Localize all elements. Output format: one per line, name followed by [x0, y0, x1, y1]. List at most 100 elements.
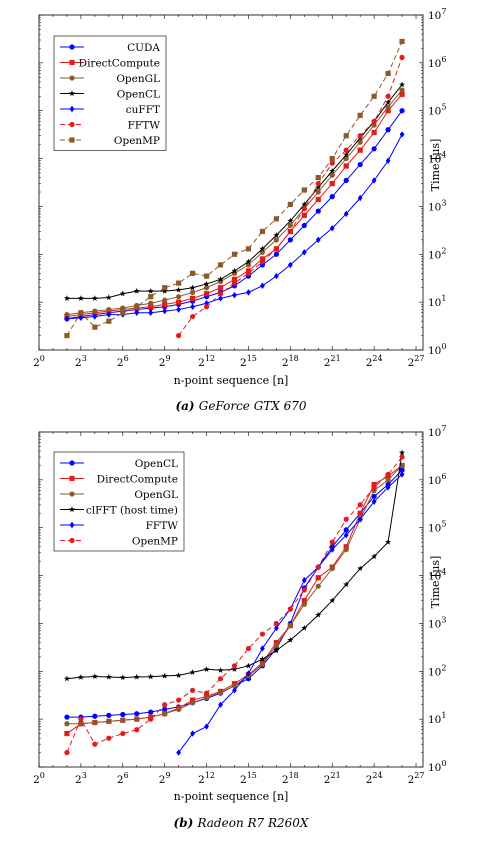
- data-point: [371, 553, 378, 560]
- y-tick-label: 104: [428, 568, 446, 583]
- data-point: [203, 304, 210, 310]
- data-point: [399, 454, 405, 460]
- plot-frame: [38, 431, 424, 768]
- data-point: [301, 597, 307, 604]
- data-point: [343, 151, 350, 158]
- data-point: [315, 564, 321, 570]
- data-point: [203, 695, 210, 701]
- data-point: [78, 721, 84, 727]
- data-point: [78, 310, 84, 316]
- y-tick-label: 103: [428, 198, 446, 213]
- data-point: [357, 565, 364, 572]
- data-point: [343, 527, 349, 533]
- data-point: [190, 313, 196, 320]
- data-point: [91, 295, 98, 301]
- y-axis-label: Time [μs]: [429, 139, 442, 192]
- legend-marker: [69, 75, 75, 81]
- data-point: [357, 147, 363, 153]
- series-line: [66, 134, 403, 320]
- data-point: [343, 163, 349, 169]
- data-point: [315, 208, 321, 214]
- y-tick-label: 106: [428, 472, 446, 487]
- legend-label: OpenCL: [117, 89, 160, 101]
- data-point: [357, 112, 363, 118]
- legend-label: OpenGL: [116, 73, 160, 85]
- data-point: [399, 471, 405, 478]
- y-tick-label: 103: [428, 615, 446, 630]
- data-point: [175, 286, 182, 293]
- data-point: [273, 624, 279, 632]
- data-point: [259, 256, 266, 262]
- data-point: [399, 449, 406, 456]
- x-axis-label: n-point sequence [n]: [174, 790, 289, 803]
- data-point: [64, 332, 70, 339]
- x-tick-label: 224: [366, 354, 383, 369]
- data-point: [203, 280, 210, 287]
- data-point: [120, 305, 126, 311]
- data-point: [218, 701, 223, 708]
- data-point: [273, 642, 279, 648]
- data-point: [287, 217, 294, 224]
- data-point: [133, 673, 140, 680]
- data-point: [273, 620, 279, 627]
- x-tick-label: 221: [324, 354, 341, 369]
- data-point: [217, 276, 224, 282]
- data-point: [162, 702, 168, 708]
- data-point: [231, 276, 238, 282]
- data-point: [77, 295, 84, 301]
- data-point: [329, 597, 336, 604]
- data-point: [92, 719, 98, 726]
- legend-label: FFTW: [146, 520, 179, 532]
- data-point: [315, 575, 321, 581]
- data-point: [203, 666, 210, 672]
- plot-frame: [38, 14, 424, 351]
- data-point: [273, 272, 279, 280]
- data-point: [371, 498, 377, 505]
- x-tick-label: 29: [159, 771, 171, 786]
- series-3: [63, 449, 406, 682]
- x-axis-label: n-point sequence [n]: [174, 374, 289, 387]
- data-point: [399, 91, 405, 97]
- data-point: [329, 546, 335, 553]
- data-point: [148, 304, 154, 310]
- caption-text: GeForce GTX 670: [199, 399, 307, 413]
- x-tick-label: 227: [408, 354, 425, 369]
- legend-marker: [69, 121, 75, 128]
- data-point: [343, 516, 349, 522]
- data-point: [357, 139, 363, 145]
- x-tick-label: 23: [75, 771, 87, 786]
- data-point: [259, 661, 266, 667]
- data-point: [273, 232, 280, 238]
- data-point: [245, 246, 252, 252]
- data-point: [399, 467, 405, 473]
- data-point: [217, 262, 224, 268]
- data-point: [273, 237, 279, 243]
- data-point: [119, 290, 126, 297]
- data-point: [106, 735, 112, 741]
- data-point: [287, 222, 293, 229]
- legend-label: OpenCL: [135, 458, 178, 470]
- data-point: [385, 99, 392, 105]
- data-point: [287, 201, 293, 208]
- data-point: [301, 201, 308, 208]
- series-line: [178, 474, 403, 753]
- data-point: [64, 749, 70, 756]
- data-point: [273, 639, 279, 646]
- data-point: [106, 306, 112, 313]
- data-point: [259, 259, 266, 265]
- data-point: [273, 246, 279, 252]
- data-point: [203, 285, 210, 291]
- data-point: [329, 565, 335, 572]
- data-point: [399, 54, 405, 61]
- data-point: [385, 93, 391, 99]
- data-point: [357, 502, 363, 508]
- data-point: [64, 721, 70, 727]
- data-point: [315, 189, 321, 195]
- data-point: [203, 291, 210, 297]
- data-point: [259, 228, 266, 235]
- y-tick-label: 104: [428, 151, 446, 166]
- data-point: [190, 700, 196, 706]
- data-point: [371, 118, 377, 124]
- data-point: [371, 177, 377, 184]
